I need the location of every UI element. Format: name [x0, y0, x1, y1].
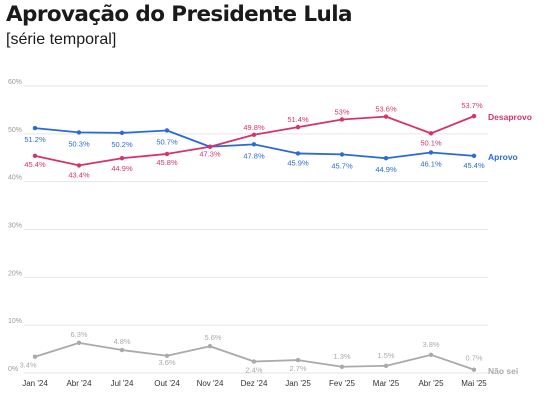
nao-sei-point [295, 357, 301, 363]
x-tick-label: Mar '25 [373, 379, 400, 388]
nao-sei-data-label: 3.8% [422, 340, 439, 349]
x-tick-label: Jan '24 [22, 379, 48, 388]
aprovo-data-label: 50.2% [111, 140, 133, 149]
nao-sei-point [32, 354, 38, 359]
aprovo-point [471, 153, 477, 159]
nao-sei-point [76, 340, 82, 346]
aprovo-point [295, 151, 301, 156]
desaprovo-data-label: 53.7% [461, 101, 483, 110]
x-tick-label: Jan '25 [285, 379, 311, 388]
nao-sei-series-label: Não sei [488, 366, 518, 376]
nao-sei-data-label: 3.6% [158, 358, 175, 367]
aprovo-point [119, 130, 125, 136]
desaprovo-point [119, 156, 125, 161]
aprovo-series-label: Aprovo [488, 152, 518, 162]
aprovo-point [32, 125, 38, 131]
nao-sei-point [471, 367, 477, 372]
x-tick-label: Dez '24 [241, 379, 268, 388]
nao-sei-data-label: 1.5% [377, 351, 394, 360]
nao-sei-point [251, 359, 257, 364]
desaprovo-point [428, 131, 434, 136]
aprovo-point [76, 130, 82, 135]
nao-sei-data-label: 4.8% [113, 337, 130, 346]
y-tick-label: 0% [8, 366, 18, 373]
desaprovo-series-label: Desaprovo [488, 112, 532, 122]
desaprovo-point [251, 132, 257, 137]
aprovo-data-label: 46.1% [420, 159, 442, 168]
nao-sei-point [428, 352, 434, 358]
aprovo-data-label: 50.3% [68, 139, 90, 148]
nao-sei-data-label: 1.3% [333, 352, 350, 361]
desaprovo-data-label: 53.6% [375, 105, 397, 114]
desaprovo-data-label: 45.8% [156, 158, 178, 167]
aprovo-point [164, 128, 170, 133]
y-tick-label: 60% [8, 79, 22, 86]
aprovo-data-label: 47.8% [243, 151, 265, 160]
y-tick-label: 40% [8, 175, 22, 182]
aprovo-data-label: 50.7% [156, 137, 178, 146]
x-tick-label: Mai '25 [461, 379, 487, 388]
desaprovo-data-label: 51.4% [287, 115, 309, 124]
y-tick-label: 50% [8, 127, 22, 134]
chart-title: Aprovação do Presidente Lula [6, 2, 353, 27]
nao-sei-data-label: 5.6% [204, 333, 221, 342]
aprovo-data-label: 51.2% [24, 135, 46, 144]
nao-sei-point [383, 363, 389, 369]
y-tick-label: 20% [8, 270, 22, 277]
x-tick-label: Out '24 [154, 379, 180, 388]
nao-sei-data-label: 2.7% [289, 364, 306, 373]
desaprovo-data-label: 45.4% [24, 160, 46, 169]
desaprovo-data-label: 44.9% [111, 164, 133, 173]
x-tick-label: Nov '24 [197, 379, 224, 388]
y-tick-label: 10% [8, 318, 22, 325]
desaprovo-point [339, 117, 345, 122]
y-tick-label: 30% [8, 223, 22, 230]
nao-sei-data-label: 2.4% [245, 366, 262, 375]
x-tick-label: Jul '24 [111, 379, 134, 388]
aprovo-point [428, 150, 434, 155]
aprovo-data-label: 44.9% [375, 165, 397, 174]
nao-sei-data-label: 3.4% [19, 361, 36, 370]
desaprovo-point [471, 113, 477, 119]
desaprovo-data-label: 50.1% [420, 138, 442, 147]
x-tick-label: Abr '24 [66, 379, 92, 388]
desaprovo-point [164, 151, 170, 157]
aprovo-point [339, 152, 345, 157]
desaprovo-point [32, 153, 38, 159]
desaprovo-point [76, 163, 82, 168]
nao-sei-point [207, 344, 213, 349]
chart-subtitle: [série temporal] [6, 31, 117, 48]
desaprovo-point [295, 124, 301, 130]
nao-sei-point [164, 353, 170, 358]
nao-sei-point [119, 347, 125, 353]
nao-sei-data-label: 6.3% [70, 330, 87, 339]
desaprovo-data-label: 53% [334, 107, 349, 116]
aprovo-point [251, 142, 257, 147]
desaprovo-data-label: 49.8% [243, 123, 265, 132]
nao-sei-data-label: 0.7% [465, 354, 482, 363]
desaprovo-point [383, 114, 389, 119]
desaprovo-data-label: 43.4% [68, 170, 90, 179]
aprovo-point [383, 156, 389, 161]
aprovo-data-label: 45.9% [287, 158, 309, 167]
x-tick-label: Abr '25 [418, 379, 444, 388]
desaprovo-data-label: 47.3% [199, 150, 221, 159]
aprovo-data-label: 45.4% [463, 161, 485, 170]
desaprovo-point [207, 144, 213, 149]
x-tick-label: Fev '25 [329, 379, 356, 388]
nao-sei-point [339, 364, 345, 369]
aprovo-data-label: 45.7% [331, 161, 353, 170]
